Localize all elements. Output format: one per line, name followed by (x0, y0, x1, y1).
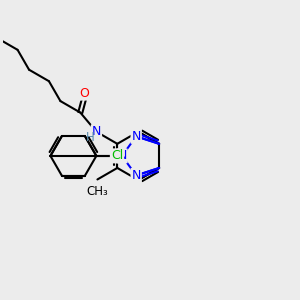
Text: CH₃: CH₃ (86, 185, 108, 198)
Text: N: N (131, 130, 141, 143)
Text: N: N (92, 125, 101, 138)
Text: N: N (117, 149, 127, 162)
Text: N: N (131, 169, 141, 182)
Text: Cl: Cl (111, 149, 123, 162)
Text: O: O (80, 87, 89, 100)
Text: H: H (85, 130, 94, 143)
